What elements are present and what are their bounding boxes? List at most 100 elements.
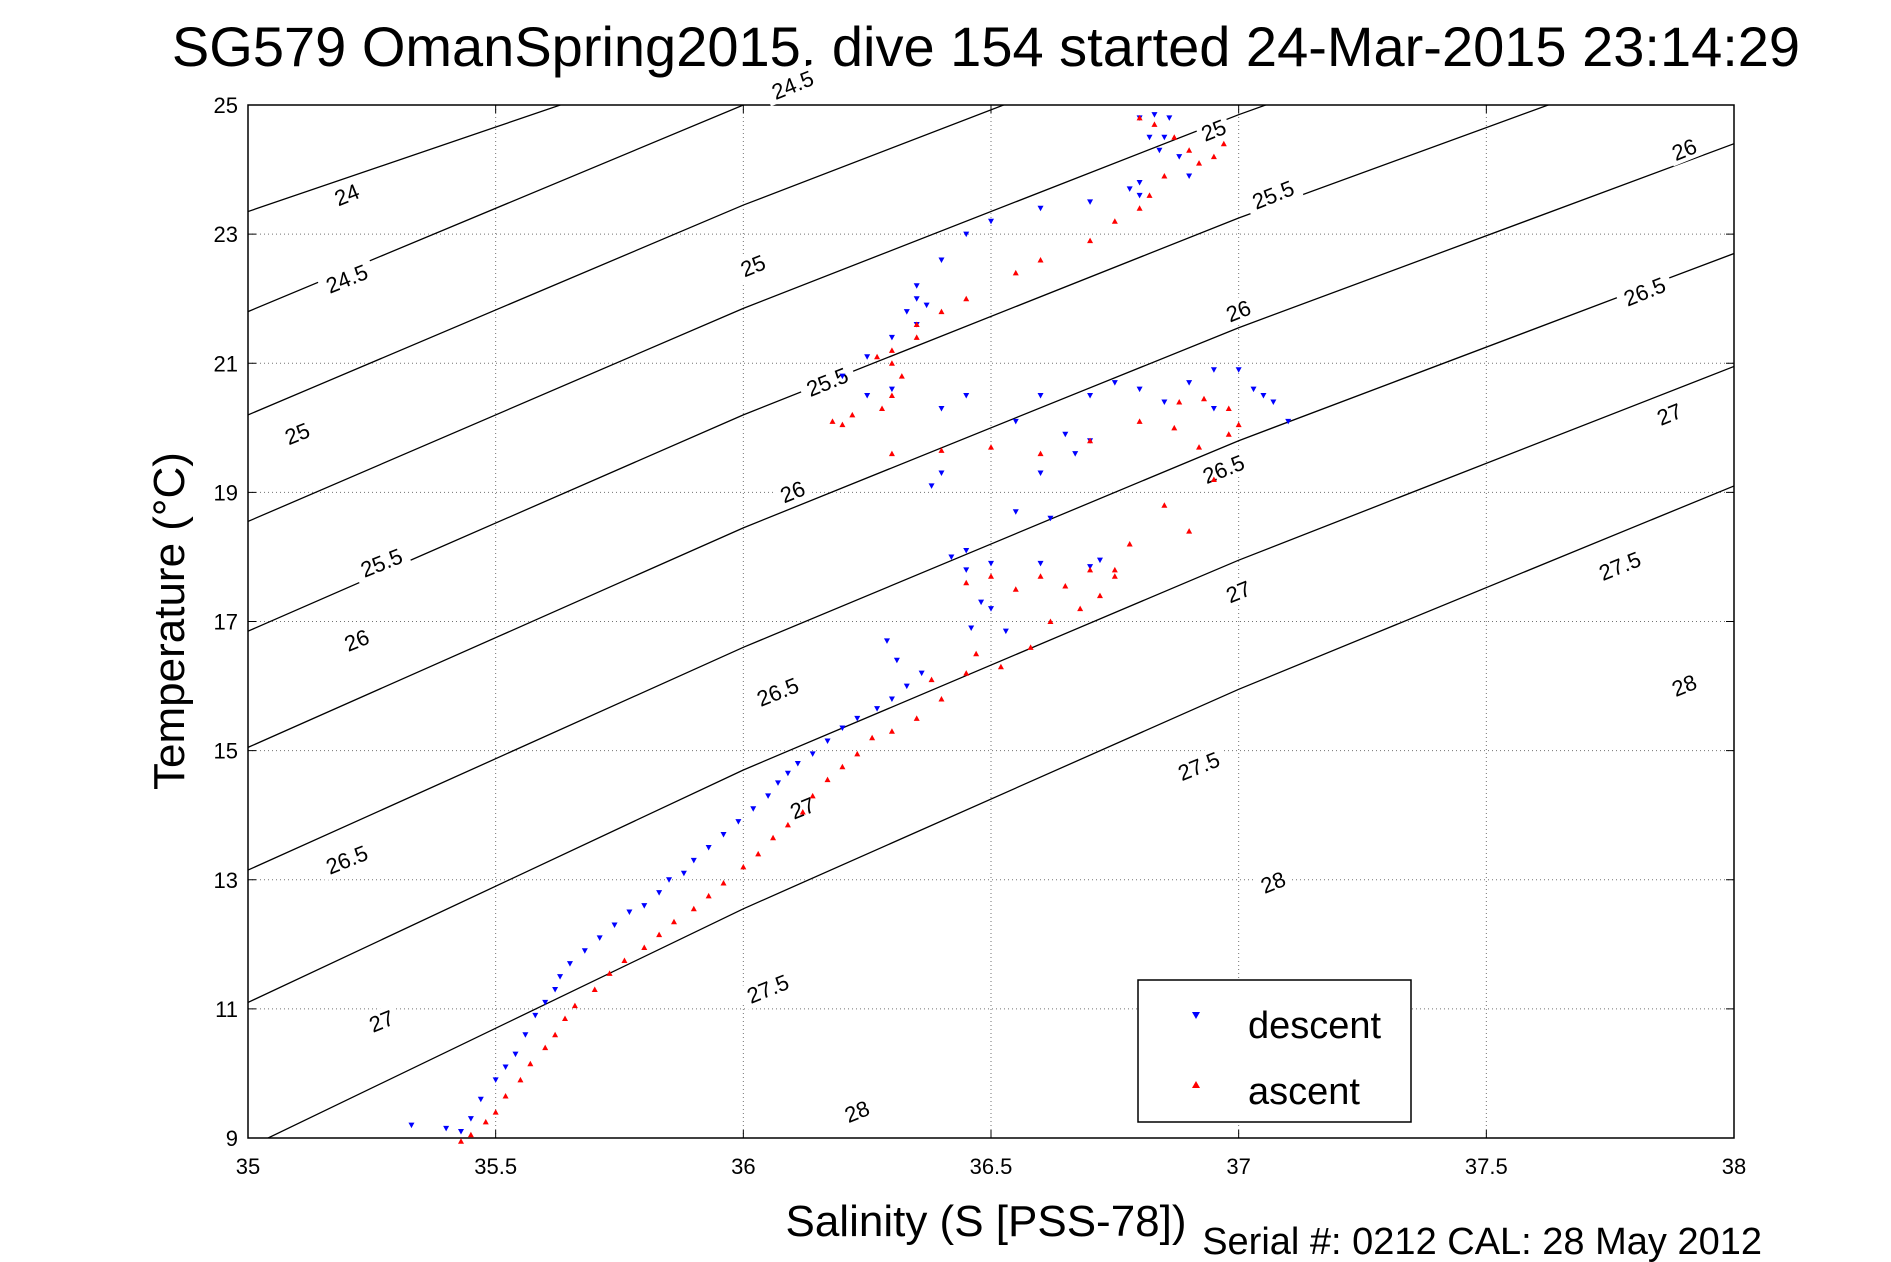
descent-point: [893, 657, 900, 664]
descent-point: [883, 638, 890, 644]
descent-point: [581, 948, 588, 954]
ascent-point: [824, 776, 831, 783]
ascent-point: [1225, 405, 1232, 411]
isopycnal-label-bg: [762, 63, 823, 107]
isopycnal-label: 26: [337, 622, 376, 658]
ascent-point: [1096, 592, 1103, 599]
descent-point: [1176, 154, 1183, 160]
isopycnal-label-bg: [1589, 544, 1651, 588]
descent-point: [978, 599, 985, 606]
ascent-point: [1151, 121, 1158, 127]
isopycnal-label: 24: [327, 177, 367, 212]
legend: descent ascent: [1137, 979, 1412, 1123]
ascent-point: [1161, 173, 1168, 179]
ascent-point: [1186, 147, 1193, 153]
descent-point: [626, 909, 633, 916]
isopycnal-label: 28: [1253, 864, 1293, 900]
isopycnal-label-text: 26.5: [753, 672, 802, 711]
serial-cal-footer: Serial #: 0212 CAL: 28 May 2012: [1202, 1221, 1762, 1262]
isopycnal-contours: [248, 105, 1734, 1138]
isopycnal-label-bg: [316, 256, 378, 301]
isopycnal-label-text: 27.5: [1595, 547, 1644, 586]
descent-point: [1087, 199, 1094, 205]
descent-point: [839, 725, 846, 732]
y-tick-label: 11: [215, 997, 238, 1022]
descent-point: [690, 857, 697, 864]
isopycnal-label: 28: [1664, 668, 1704, 703]
ascent-point: [988, 444, 994, 450]
legend-descent-marker: [1192, 1012, 1200, 1019]
isopycnal-label-bg: [277, 416, 317, 451]
descent-point: [1270, 399, 1277, 405]
isopycnal-label-bg: [1218, 293, 1258, 328]
isopycnal-24.5: [248, 105, 746, 313]
isopycnal-27.5: [248, 365, 1734, 1004]
isopycnal-label: 25: [1194, 112, 1233, 148]
descent-point: [1146, 134, 1153, 141]
x-tick-label: 37.5: [1465, 1154, 1508, 1179]
ascent-point: [571, 1002, 578, 1009]
isopycnal-label-bg: [1242, 172, 1304, 217]
ascent-point: [770, 834, 777, 841]
ascent-point: [879, 405, 886, 411]
isopycnal-label: 27: [783, 790, 822, 825]
isopycnal-label-bg: [1253, 864, 1293, 900]
ascent-point: [874, 353, 881, 360]
ascent-point: [888, 728, 895, 734]
ascent-point: [690, 905, 697, 912]
ascent-point: [1210, 153, 1217, 160]
ascent-point: [740, 863, 747, 870]
ascent-point: [913, 321, 920, 328]
descent-point: [566, 961, 573, 967]
isopycnal-label: 27: [1649, 396, 1689, 432]
descent-point: [968, 625, 975, 631]
ascent-point: [562, 1015, 569, 1022]
ascent-point: [1171, 134, 1178, 140]
descent-point: [666, 877, 673, 883]
descent-point: [794, 761, 801, 767]
isopycnal-label-bg: [796, 360, 858, 404]
ascent-point: [1220, 140, 1227, 147]
isopycnal-label: 27: [1218, 574, 1258, 609]
isopycnal-label: 24.5: [316, 256, 378, 301]
descent-point: [784, 770, 791, 777]
x-tick-label: 38: [1722, 1154, 1746, 1179]
descent-point: [1047, 515, 1054, 522]
ascent-point: [988, 573, 994, 579]
descent-point: [1037, 560, 1044, 567]
legend-ascent-marker: [1192, 1081, 1200, 1088]
isopycnal-label-bg: [1194, 112, 1233, 148]
isopycnal-label-text: 27.5: [743, 969, 792, 1008]
descent-point: [1037, 205, 1044, 212]
isopycnal-label-bg: [1192, 447, 1254, 491]
descent-point: [1260, 393, 1267, 399]
descent-point: [963, 393, 970, 399]
descent-point: [1250, 386, 1257, 393]
descent-point: [1087, 393, 1094, 399]
isopycnal-label-bg: [337, 622, 376, 658]
descent-point: [492, 1077, 499, 1083]
isopycnal-label: 25.5: [350, 540, 412, 585]
isopycnal-label: 25: [277, 416, 317, 451]
isopycnal-label-text: 25.5: [357, 543, 406, 582]
descent-point: [1111, 380, 1118, 386]
isopycnal-label: 26: [773, 474, 812, 509]
isopycnal-label-bg: [362, 1003, 401, 1038]
isopycnal-label-bg: [350, 540, 412, 585]
isopycnal-label-bg: [783, 790, 822, 825]
descent-point: [988, 606, 994, 612]
ascent-point: [621, 957, 628, 963]
ascent-point: [913, 715, 920, 721]
ascent-point: [1077, 605, 1084, 612]
isopycnal-label-bg: [737, 966, 799, 1011]
descent-point: [809, 751, 816, 757]
descent-point: [918, 670, 925, 677]
ascent-point: [656, 931, 663, 938]
ascent-point: [997, 663, 1004, 670]
x-tick-label: 35: [236, 1154, 260, 1179]
ascent-point: [898, 373, 905, 379]
isopycnal-label: 26: [1218, 293, 1258, 328]
ascent-point: [1176, 398, 1183, 405]
isopycnal-label: 26.5: [1192, 447, 1254, 491]
